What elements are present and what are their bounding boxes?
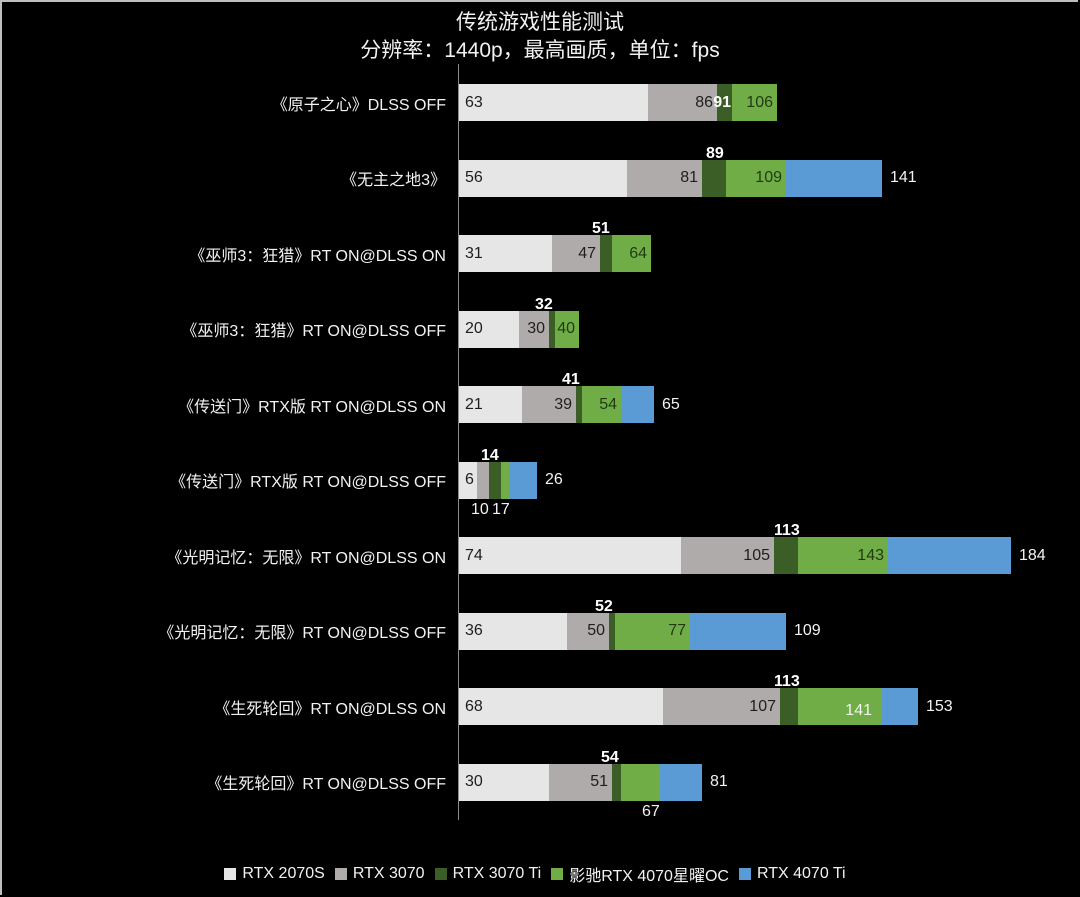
legend-label: RTX 4070 Ti: [756, 865, 846, 882]
chart-subtitle: 分辨率：1440p，最高画质，单位：fps: [360, 39, 720, 62]
bar-segment: [459, 612, 567, 650]
bar-segment: [459, 159, 627, 197]
legend-label: 影驰RTX 4070星曜OC: [569, 868, 729, 885]
legend: RTX 2070S RTX 3070 RTX 3070 Ti 影驰RTX 4070星曜…: [0, 862, 1080, 886]
data-label: 21: [465, 395, 483, 413]
category-label: 《无主之地3》: [341, 172, 446, 189]
legend-item: 影驰RTX 4070星曜OC: [551, 862, 729, 886]
data-label: 91: [713, 93, 731, 111]
data-label: 153: [926, 697, 953, 715]
data-label: 41: [562, 371, 580, 388]
data-label: 81: [710, 773, 728, 790]
bar-segment: [459, 310, 519, 348]
legend-item: RTX 3070: [334, 865, 425, 883]
data-label: 31: [465, 244, 483, 262]
bar-segment: [459, 461, 477, 499]
data-label: 52: [595, 597, 613, 615]
data-label: 10: [471, 500, 489, 518]
category-label: 《原子之心》DLSS OFF: [271, 96, 446, 114]
data-label: 51: [590, 773, 608, 790]
data-label: 14: [481, 446, 499, 464]
data-label: 86: [695, 93, 713, 111]
data-label: 17: [492, 500, 510, 518]
category-label: 《生死轮回》RT ON@DLSS ON: [214, 700, 446, 718]
category-label: 《巫师3：狂猎》RT ON@DLSS OFF: [181, 323, 446, 340]
data-label: 50: [587, 622, 605, 639]
data-label: 143: [857, 546, 884, 564]
category-label: 《传送门》RTX版 RT ON@DLSS ON: [178, 398, 446, 416]
data-label: 40: [557, 320, 575, 337]
data-label: 32: [535, 295, 553, 313]
bar-segment: [459, 763, 549, 801]
data-label: 184: [1019, 546, 1046, 564]
bar-segment: [459, 537, 681, 574]
category-label: 《光明记忆：无限》RT ON@DLSS OFF: [158, 625, 446, 642]
data-label: 20: [465, 320, 483, 337]
data-label: 77: [668, 622, 686, 639]
data-label: 68: [465, 697, 483, 715]
data-label: 26: [545, 471, 563, 488]
data-label: 47: [578, 244, 596, 262]
data-label: 109: [794, 622, 821, 639]
category-label: 《巫师3：狂猎》RT ON@DLSS ON: [189, 247, 446, 265]
data-label: 63: [465, 93, 483, 111]
category-label: 《生死轮回》RT ON@DLSS OFF: [206, 776, 446, 793]
chart-title: 传统游戏性能测试: [456, 11, 624, 34]
data-label: 65: [662, 395, 680, 413]
data-label: 6: [465, 471, 474, 488]
legend-swatch-icon: [738, 868, 751, 880]
data-label: 67: [642, 802, 660, 820]
data-label: 141: [845, 701, 872, 719]
data-label: 113: [774, 522, 800, 539]
data-label: 54: [601, 748, 619, 766]
data-label: 113: [774, 673, 800, 690]
bar-segment: [459, 84, 648, 121]
legend-label: RTX 2070S: [242, 865, 325, 882]
category-label: 《传送门》RTX版 RT ON@DLSS OFF: [170, 474, 446, 491]
bar-segment: [459, 688, 663, 725]
data-label: 89: [706, 144, 724, 162]
data-label: 39: [554, 395, 572, 413]
data-label: 30: [527, 320, 545, 337]
data-label: 107: [749, 697, 776, 715]
data-label: 30: [465, 773, 483, 790]
data-label: 109: [755, 169, 782, 186]
category-label: 《光明记忆：无限》RT ON@DLSS ON: [166, 549, 446, 567]
legend-item: RTX 4070 Ti: [738, 865, 846, 883]
legend-item: RTX 3070 Ti: [434, 865, 542, 883]
bar-segment: [459, 235, 552, 272]
data-label: 106: [746, 93, 773, 111]
data-label: 64: [629, 244, 647, 262]
data-label: 56: [465, 169, 483, 186]
category-axis: [458, 64, 459, 820]
data-label: 54: [599, 395, 617, 413]
data-label: 141: [890, 169, 917, 186]
legend-label: RTX 3070 Ti: [452, 865, 542, 882]
data-label: 74: [465, 546, 483, 564]
data-label: 51: [592, 220, 610, 237]
legend-label: RTX 3070: [352, 865, 425, 882]
bar-segment: [459, 386, 522, 423]
legend-swatch-icon: [334, 868, 347, 880]
legend-swatch-icon: [434, 868, 447, 880]
data-label: 81: [680, 169, 698, 186]
legend-item: RTX 2070S: [224, 865, 325, 883]
data-label: 105: [743, 546, 770, 564]
legend-swatch-icon: [224, 868, 237, 880]
legend-swatch-icon: [551, 868, 564, 880]
data-label: 36: [465, 622, 483, 639]
